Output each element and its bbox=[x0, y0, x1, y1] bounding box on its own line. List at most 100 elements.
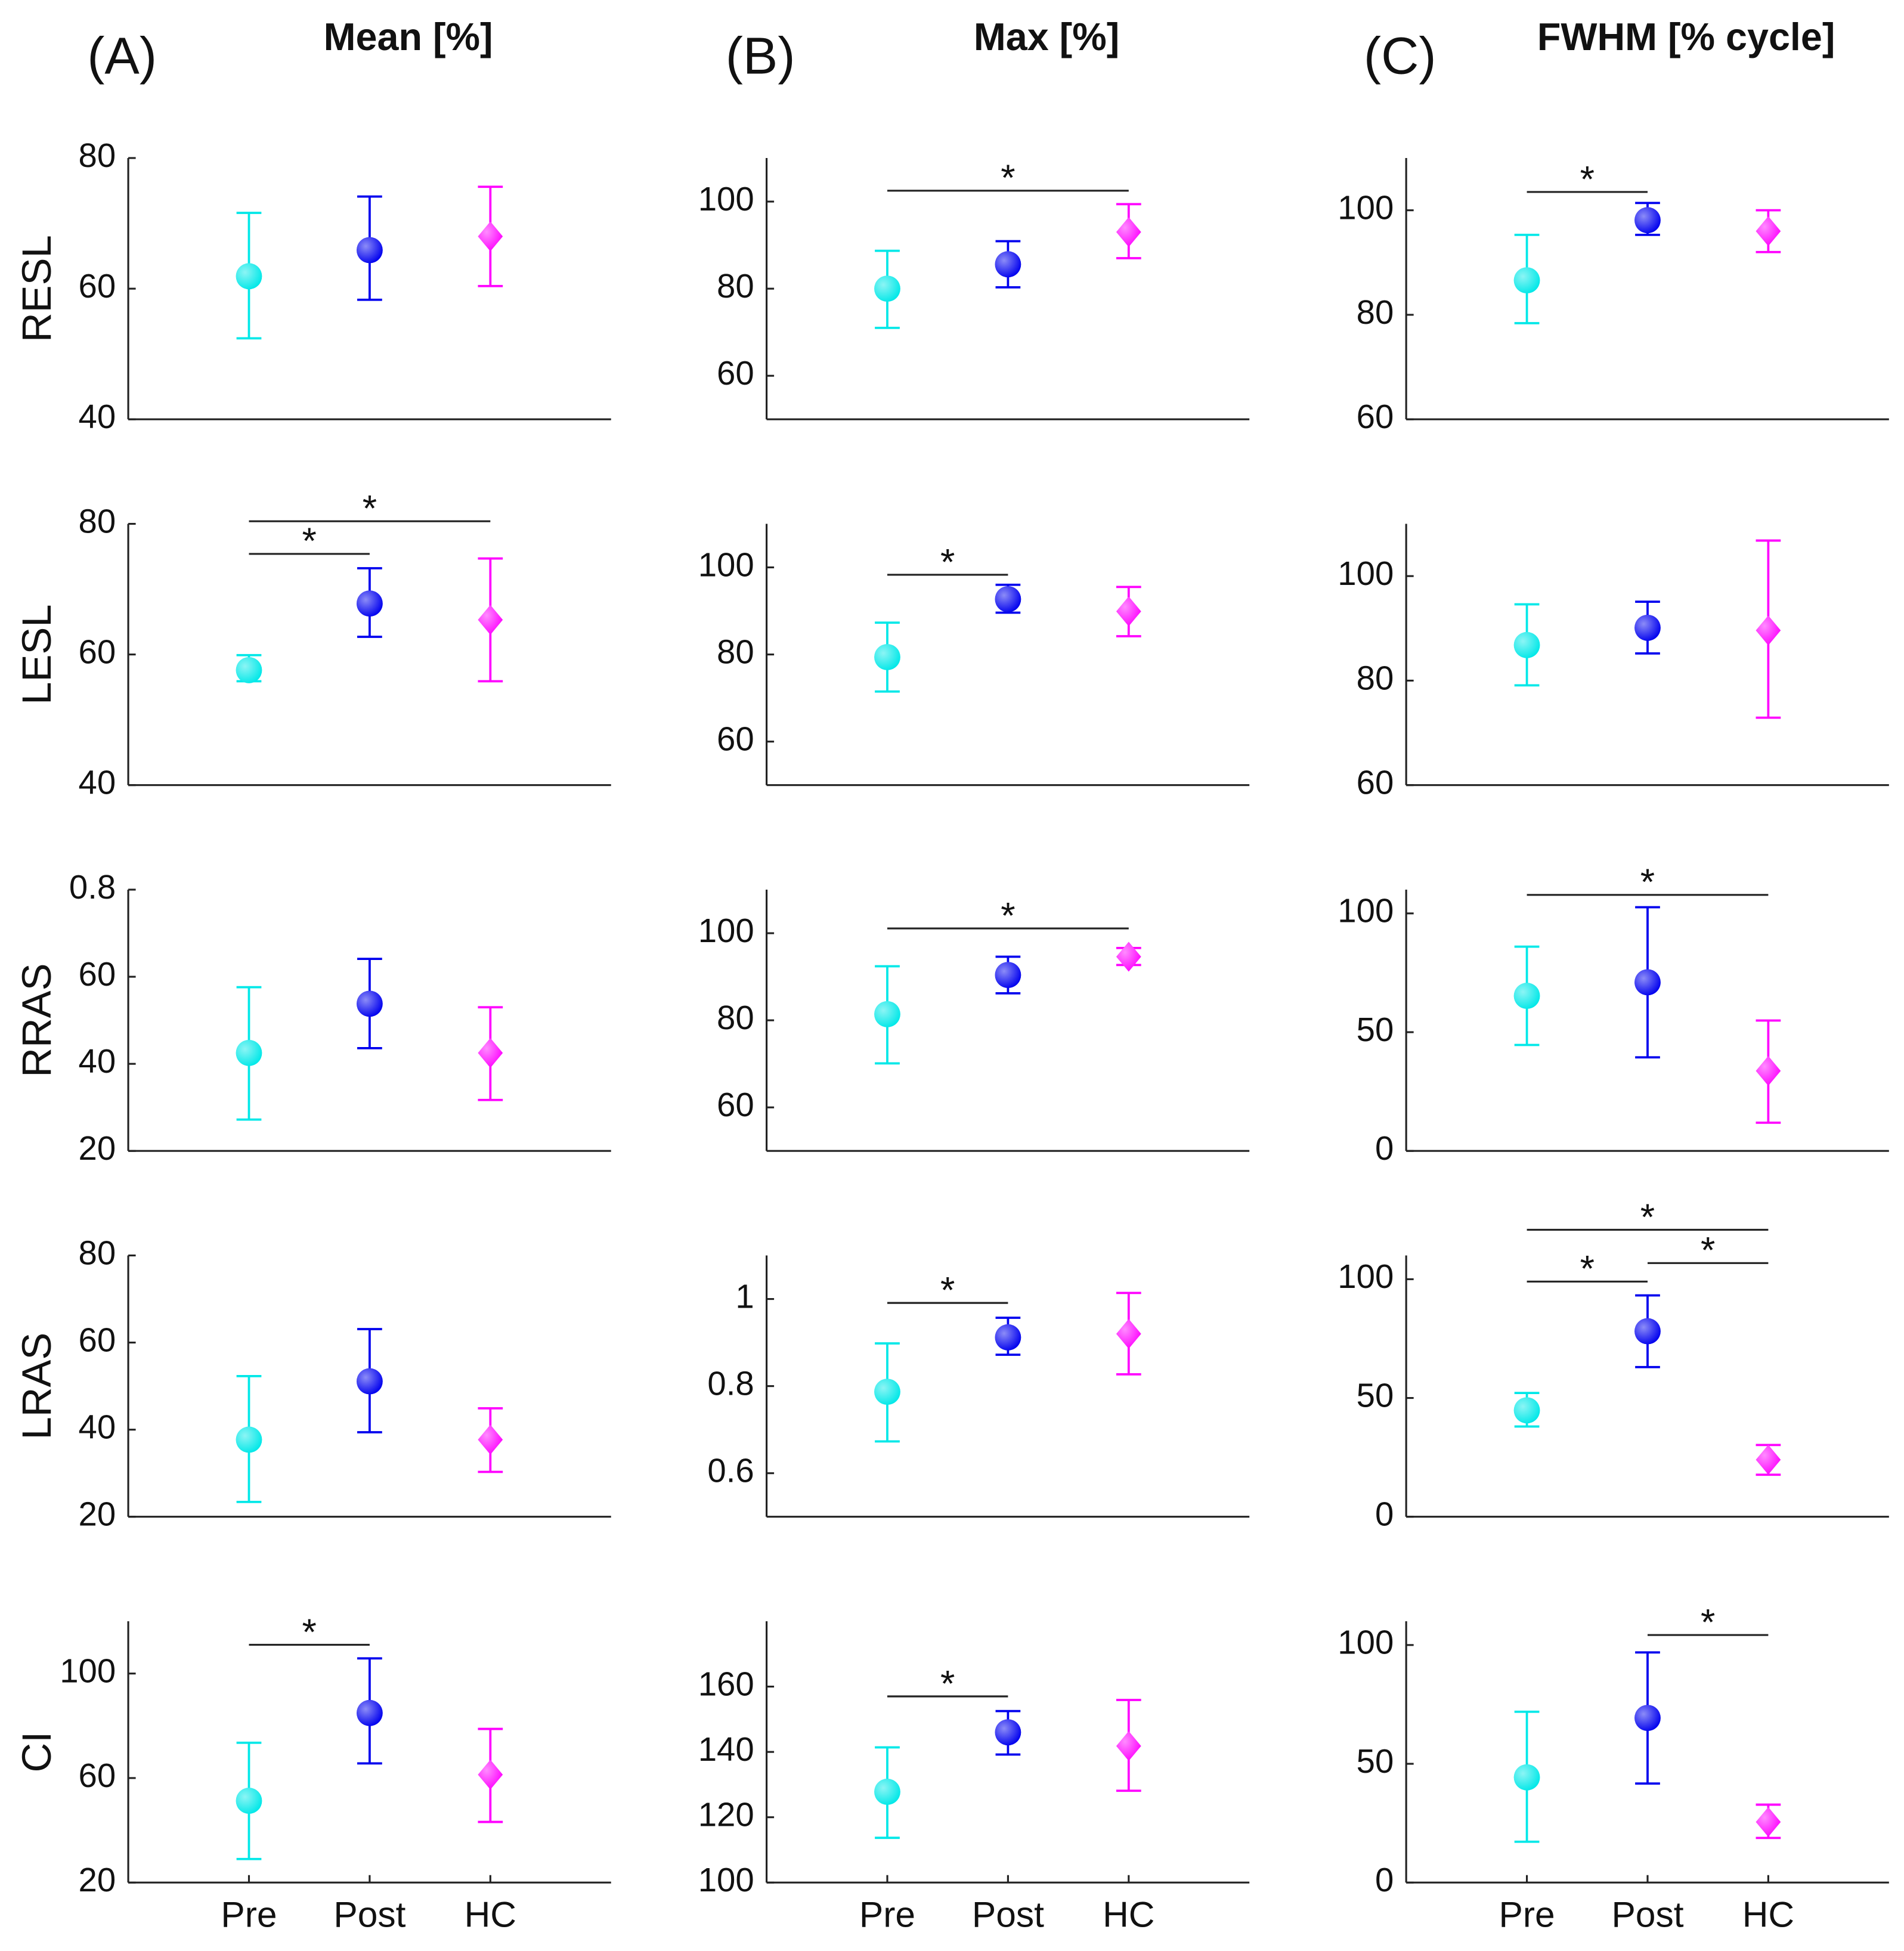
y-tick-label: 100 bbox=[1338, 892, 1394, 930]
marker-shine bbox=[1116, 942, 1141, 972]
significance-star: * bbox=[940, 541, 955, 583]
significance-star: * bbox=[302, 521, 317, 562]
marker-shine bbox=[995, 251, 1021, 278]
y-tick-label: 80 bbox=[1357, 293, 1394, 331]
marker-shine bbox=[995, 962, 1021, 989]
marker-shine bbox=[356, 990, 383, 1017]
column-title: Mean [%] bbox=[324, 15, 493, 58]
y-tick-label: 100 bbox=[1338, 555, 1394, 592]
x-tick-label: HC bbox=[1742, 1894, 1794, 1935]
y-tick-label: 100 bbox=[698, 1861, 754, 1899]
y-tick-label: 80 bbox=[79, 137, 116, 174]
y-tick-label: 100 bbox=[60, 1652, 116, 1690]
y-tick-label: 40 bbox=[79, 398, 116, 435]
marker-shine bbox=[995, 1719, 1021, 1746]
significance-star: * bbox=[363, 488, 377, 529]
marker-shine bbox=[874, 1779, 900, 1805]
x-tick-label: Post bbox=[972, 1894, 1044, 1935]
panel-label: (A) bbox=[87, 26, 157, 85]
y-tick-label: 80 bbox=[79, 502, 116, 540]
y-tick-label: 0 bbox=[1375, 1129, 1394, 1167]
significance-star: * bbox=[1580, 1248, 1595, 1290]
marker-shine bbox=[1513, 983, 1540, 1009]
y-tick-label: 20 bbox=[79, 1129, 116, 1167]
marker-shine bbox=[356, 237, 383, 264]
significance-star: * bbox=[1701, 1230, 1715, 1271]
marker-shine bbox=[995, 586, 1021, 612]
column-title: Max [%] bbox=[974, 15, 1119, 58]
marker-shine bbox=[236, 657, 262, 683]
y-tick-label: 100 bbox=[1338, 189, 1394, 227]
y-axis-label: LESL bbox=[14, 604, 60, 704]
y-tick-label: 60 bbox=[1357, 764, 1394, 801]
y-tick-label: 40 bbox=[79, 1042, 116, 1080]
y-tick-label: 0 bbox=[1375, 1495, 1394, 1533]
y-tick-label: 60 bbox=[717, 1086, 754, 1123]
y-tick-label: 40 bbox=[79, 764, 116, 801]
y-axis-label: RESL bbox=[14, 235, 60, 342]
significance-star: * bbox=[1580, 159, 1595, 200]
y-tick-label: 60 bbox=[1357, 398, 1394, 435]
y-tick-label: 60 bbox=[79, 267, 116, 305]
y-tick-label: 0.6 bbox=[707, 1452, 754, 1489]
x-tick-label: Pre bbox=[221, 1894, 277, 1935]
marker-shine bbox=[1756, 1445, 1781, 1475]
y-tick-label: 160 bbox=[698, 1665, 754, 1702]
y-tick-label: 60 bbox=[79, 1757, 116, 1794]
marker-shine bbox=[1513, 1397, 1540, 1424]
y-tick-label: 50 bbox=[1357, 1011, 1394, 1048]
column-title: FWHM [% cycle] bbox=[1537, 15, 1835, 58]
marker-shine bbox=[478, 221, 503, 252]
x-tick-label: Pre bbox=[1499, 1894, 1555, 1935]
marker-shine bbox=[995, 1324, 1021, 1351]
y-tick-label: 100 bbox=[1338, 1624, 1394, 1661]
y-axis-label: LRAS bbox=[14, 1333, 60, 1440]
marker-shine bbox=[874, 1001, 900, 1027]
marker-shine bbox=[1634, 615, 1661, 641]
marker-shine bbox=[1116, 1318, 1141, 1349]
significance-star: * bbox=[1001, 895, 1015, 937]
marker-shine bbox=[1116, 1731, 1141, 1761]
marker-shine bbox=[1634, 207, 1661, 234]
y-tick-label: 1 bbox=[735, 1277, 754, 1315]
y-tick-label: 20 bbox=[79, 1495, 116, 1533]
y-tick-label: 0 bbox=[1375, 1861, 1394, 1899]
y-tick-label: 60 bbox=[717, 354, 754, 392]
marker-shine bbox=[1756, 1807, 1781, 1837]
y-tick-label: 100 bbox=[698, 180, 754, 218]
marker-shine bbox=[874, 644, 900, 670]
y-tick-label: 80 bbox=[717, 633, 754, 670]
marker-shine bbox=[1634, 1705, 1661, 1732]
y-tick-label: 60 bbox=[79, 1321, 116, 1358]
marker-shine bbox=[1116, 596, 1141, 627]
y-tick-label: 120 bbox=[698, 1796, 754, 1834]
y-axis-label: CI bbox=[14, 1732, 60, 1773]
marker-shine bbox=[356, 590, 383, 617]
x-tick-label: HC bbox=[465, 1894, 516, 1935]
marker-shine bbox=[478, 1760, 503, 1790]
marker-shine bbox=[236, 1426, 262, 1453]
y-tick-label: 80 bbox=[79, 1234, 116, 1271]
significance-star: * bbox=[1701, 1602, 1715, 1643]
marker-shine bbox=[236, 1039, 262, 1066]
y-tick-label: 80 bbox=[1357, 659, 1394, 696]
y-tick-label: 40 bbox=[79, 1408, 116, 1446]
marker-shine bbox=[478, 1424, 503, 1455]
x-tick-label: Post bbox=[333, 1894, 405, 1935]
y-tick-label: 60 bbox=[79, 955, 116, 993]
y-tick-label: 0.8 bbox=[69, 868, 116, 906]
marker-shine bbox=[1634, 969, 1661, 996]
y-tick-label: 80 bbox=[717, 999, 754, 1036]
marker-shine bbox=[236, 263, 262, 290]
marker-shine bbox=[874, 1379, 900, 1405]
marker-shine bbox=[478, 605, 503, 635]
marker-shine bbox=[1756, 615, 1781, 646]
marker-shine bbox=[356, 1368, 383, 1395]
significance-star: * bbox=[940, 1269, 955, 1311]
panel-label: (B) bbox=[726, 26, 795, 85]
marker-shine bbox=[1513, 267, 1540, 294]
marker-shine bbox=[1634, 1318, 1661, 1345]
y-tick-label: 60 bbox=[79, 633, 116, 670]
y-axis-label: RRAS bbox=[14, 963, 60, 1077]
